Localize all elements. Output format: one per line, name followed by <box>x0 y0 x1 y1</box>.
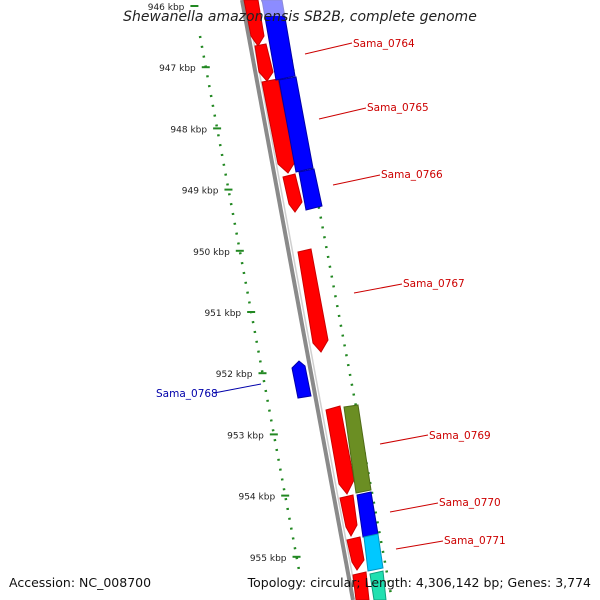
genome-title: Shewanella amazonensis SB2B, complete ge… <box>123 9 477 25</box>
label-leader <box>213 383 262 394</box>
label-leader <box>389 502 439 513</box>
tick-label: 951 kbp <box>204 309 241 319</box>
tick-label: 952 kbp <box>216 370 253 380</box>
tick-label: 949 kbp <box>182 187 219 197</box>
accession-text: Accession: NC_008700 <box>9 575 152 590</box>
gene-label-sama-0766: Sama_0766 <box>381 169 443 181</box>
cds-arrow <box>346 536 365 571</box>
tick-label: 947 kbp <box>159 64 196 74</box>
label-leader <box>332 174 381 186</box>
genome-backbone <box>240 0 355 600</box>
tick-label: 953 kbp <box>227 431 264 441</box>
cds-block <box>356 491 379 538</box>
cds-arrow <box>261 78 296 174</box>
gene-label-sama-0768: Sama_0768 <box>156 388 218 400</box>
tick-label: 955 kbp <box>250 554 287 564</box>
cds-arrow <box>297 248 329 353</box>
gene-labels: Sama_0764 Sama_0765 Sama_0766 Sama_0767 … <box>156 38 506 550</box>
label-leader <box>353 283 403 294</box>
coordinate-ruler <box>198 35 301 571</box>
cds-arrow <box>352 571 370 600</box>
tick-label: 950 kbp <box>193 248 230 258</box>
reverse-cds-track <box>261 0 379 538</box>
label-leader <box>318 107 367 120</box>
gene-label-sama-0765: Sama_0765 <box>367 102 429 114</box>
cds-block <box>261 0 296 81</box>
tick-label: 946 kbp <box>148 3 185 13</box>
gene-label-sama-0770: Sama_0770 <box>439 497 501 509</box>
cds-arrow <box>254 43 274 82</box>
gene-label-sama-0769: Sama_0769 <box>429 430 491 442</box>
feature-track-guide <box>282 19 394 600</box>
gene-label-sama-0764: Sama_0764 <box>353 38 415 50</box>
label-leader <box>395 540 444 550</box>
tick-label: 954 kbp <box>238 493 275 503</box>
tick-label: 948 kbp <box>170 125 207 135</box>
tick-layer: 946 kbp 947 kbp 948 kbp 949 kbp 950 kbp 951 k… <box>148 3 301 564</box>
cds-block <box>298 168 323 211</box>
feature-block-cyan <box>363 533 384 572</box>
cds-arrow-reverse <box>291 360 312 399</box>
cds-block <box>278 76 314 173</box>
cds-arrow <box>325 405 355 495</box>
gene-label-sama-0767: Sama_0767 <box>403 278 465 290</box>
cds-arrow <box>282 173 303 213</box>
cds-arrow <box>243 0 265 47</box>
gene-label-sama-0771: Sama_0771 <box>444 535 506 547</box>
genome-summary-text: Topology: circular; Length: 4,306,142 bp… <box>247 575 591 590</box>
cds-arrow <box>339 494 358 538</box>
label-leader <box>304 42 353 55</box>
feature-block-teal <box>369 570 387 600</box>
label-leader <box>379 434 429 445</box>
feature-highlight <box>262 0 292 16</box>
feature-block-olive <box>343 404 372 494</box>
genome-backbone-shadow <box>245 0 358 600</box>
forward-cds-track <box>243 0 370 600</box>
